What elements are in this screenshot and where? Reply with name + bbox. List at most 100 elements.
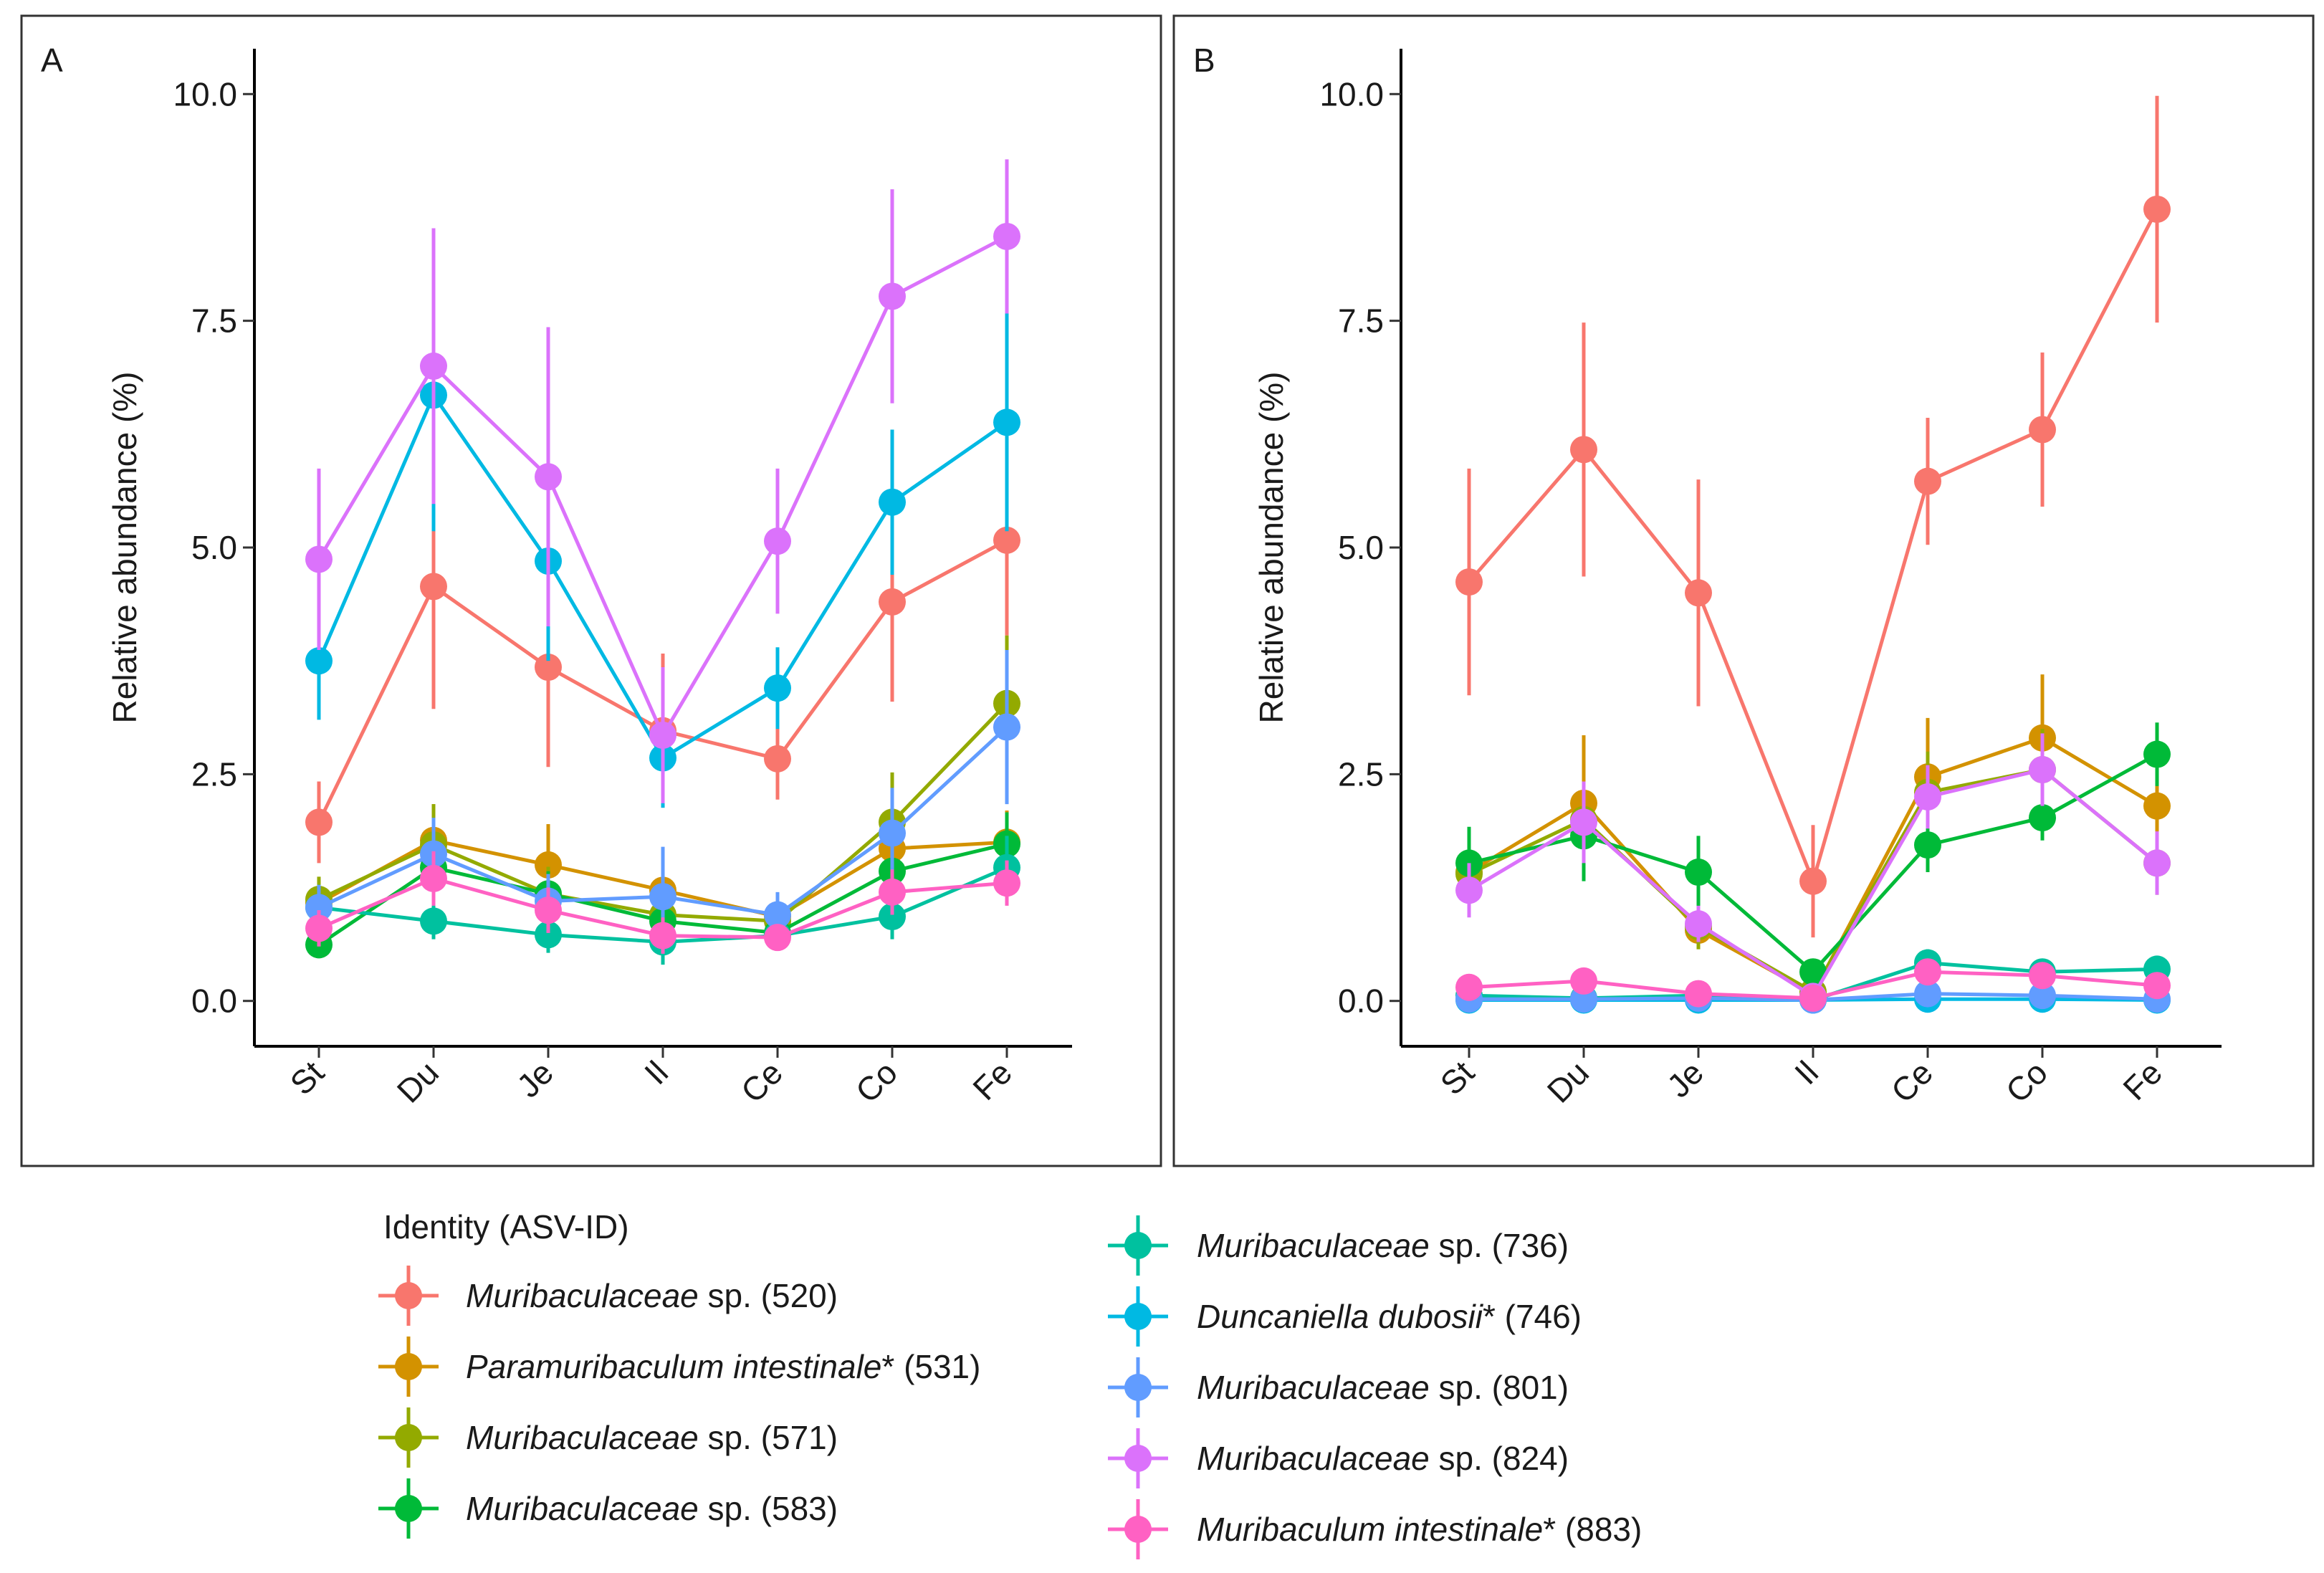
data-point bbox=[420, 352, 447, 380]
legend-label-rest: * (746) bbox=[1483, 1298, 1582, 1335]
data-point bbox=[649, 922, 676, 950]
data-point bbox=[879, 878, 906, 906]
legend-key-point bbox=[395, 1353, 422, 1380]
legend-label-italic: Muribaculaceae bbox=[466, 1419, 699, 1456]
data-point bbox=[305, 894, 333, 922]
legend-item-571: Muribaculaceae sp. (571) bbox=[378, 1407, 838, 1468]
legend-label-italic: Muribaculaceae bbox=[1197, 1369, 1430, 1406]
legend-item-736: Muribaculaceae sp. (736) bbox=[1108, 1215, 1569, 1276]
data-point bbox=[879, 282, 906, 310]
data-point bbox=[305, 647, 333, 675]
legend-key-point bbox=[1124, 1303, 1152, 1330]
data-point bbox=[1799, 958, 1827, 986]
data-point bbox=[305, 545, 333, 573]
data-point bbox=[2029, 982, 2056, 1010]
legend-item-801: Muribaculaceae sp. (801) bbox=[1108, 1357, 1569, 1417]
data-point bbox=[993, 222, 1020, 250]
data-point bbox=[764, 674, 791, 702]
legend-label-rest: sp. (571) bbox=[699, 1419, 838, 1456]
legend-label: Paramuribaculum intestinale* (531) bbox=[466, 1348, 980, 1385]
data-point bbox=[764, 745, 791, 773]
y-tick-label: 0.0 bbox=[1338, 982, 1384, 1020]
data-point bbox=[649, 883, 676, 911]
legend-label: Muribaculaceae sp. (801) bbox=[1197, 1369, 1569, 1406]
data-point bbox=[1799, 867, 1827, 895]
series-883 bbox=[1455, 958, 2171, 1012]
legend-item-520: Muribaculaceae sp. (520) bbox=[378, 1266, 838, 1326]
data-point bbox=[1570, 967, 1597, 995]
data-point bbox=[764, 527, 791, 555]
series-824 bbox=[1455, 733, 2171, 1010]
data-point bbox=[2029, 962, 2056, 990]
data-point bbox=[2029, 416, 2056, 444]
legend-key-point bbox=[1124, 1232, 1152, 1259]
legend-label-italic: Muribaculaceae bbox=[466, 1490, 699, 1527]
data-point bbox=[2143, 195, 2171, 223]
data-point bbox=[420, 573, 447, 601]
legend-label-rest: sp. (736) bbox=[1430, 1227, 1569, 1264]
data-point bbox=[1914, 831, 1941, 859]
legend: Identity (ASV-ID) Muribaculaceae sp. (520… bbox=[378, 1208, 1642, 1559]
data-point bbox=[1685, 910, 1712, 938]
data-point bbox=[1455, 973, 1483, 1001]
data-point bbox=[879, 819, 906, 847]
legend-label-italic: Muribaculaceae bbox=[1197, 1227, 1430, 1264]
series-824 bbox=[305, 159, 1020, 803]
legend-item-883: Muribaculum intestinale* (883) bbox=[1108, 1499, 1642, 1559]
data-point bbox=[1914, 783, 1941, 811]
data-point bbox=[993, 713, 1020, 741]
y-tick-label: 0.0 bbox=[191, 982, 237, 1020]
data-point bbox=[2143, 792, 2171, 820]
legend-label-rest: * (531) bbox=[881, 1348, 980, 1385]
panel-border bbox=[1172, 14, 2315, 1167]
legend-label-rest: sp. (801) bbox=[1430, 1369, 1569, 1406]
series-520 bbox=[1455, 95, 2171, 938]
y-tick-label: 10.0 bbox=[173, 75, 237, 113]
data-point bbox=[1685, 980, 1712, 1008]
series-883 bbox=[305, 851, 1020, 954]
data-point bbox=[2143, 972, 2171, 1000]
data-point bbox=[764, 924, 791, 952]
legend-label-italic: Paramuribaculum intestinale bbox=[466, 1348, 881, 1385]
legend-label-rest: sp. (824) bbox=[1430, 1440, 1569, 1477]
panel-label: A bbox=[41, 42, 63, 79]
legend-key-point bbox=[395, 1282, 422, 1309]
data-point bbox=[649, 721, 676, 749]
legend-label-rest: sp. (583) bbox=[699, 1490, 838, 1527]
legend-label-italic: Muribaculum intestinale bbox=[1197, 1511, 1543, 1548]
legend-label-italic: Muribaculaceae bbox=[1197, 1440, 1430, 1477]
data-point bbox=[1914, 958, 1941, 986]
legend-title: Identity (ASV-ID) bbox=[383, 1208, 629, 1246]
data-point bbox=[420, 864, 447, 892]
data-point bbox=[993, 526, 1020, 554]
legend-key-point bbox=[1124, 1516, 1152, 1543]
data-point bbox=[2029, 756, 2056, 784]
data-point bbox=[1685, 579, 1712, 607]
legend-key-point bbox=[395, 1424, 422, 1451]
data-point bbox=[1914, 467, 1941, 495]
panel-border bbox=[20, 14, 1162, 1167]
legend-label-rest: sp. (520) bbox=[699, 1277, 838, 1314]
data-point bbox=[2029, 804, 2056, 832]
legend-label: Muribaculaceae sp. (583) bbox=[466, 1490, 838, 1527]
data-point bbox=[535, 897, 562, 924]
panel-label: B bbox=[1193, 42, 1215, 79]
legend-item-531: Paramuribaculum intestinale* (531) bbox=[378, 1337, 980, 1397]
data-point bbox=[879, 588, 906, 616]
data-point bbox=[879, 903, 906, 931]
panels: A0.02.55.07.510.0St Du Je Il Ce Co FeRelative … bbox=[20, 14, 2315, 1167]
data-point bbox=[420, 907, 447, 935]
y-tick-label: 5.0 bbox=[1338, 529, 1384, 566]
panel-A: A0.02.55.07.510.0St Du Je Il Ce Co FeRelative … bbox=[20, 14, 1162, 1167]
data-point bbox=[535, 463, 562, 491]
legend-item-583: Muribaculaceae sp. (583) bbox=[378, 1478, 838, 1539]
data-point bbox=[305, 914, 333, 942]
data-point bbox=[1455, 876, 1483, 904]
legend-item-824: Muribaculaceae sp. (824) bbox=[1108, 1428, 1569, 1488]
y-tick-label: 5.0 bbox=[191, 529, 237, 566]
data-point bbox=[1570, 436, 1597, 464]
data-point bbox=[1685, 859, 1712, 886]
legend-label: Muribaculaceae sp. (824) bbox=[1197, 1440, 1569, 1477]
data-point bbox=[305, 808, 333, 836]
